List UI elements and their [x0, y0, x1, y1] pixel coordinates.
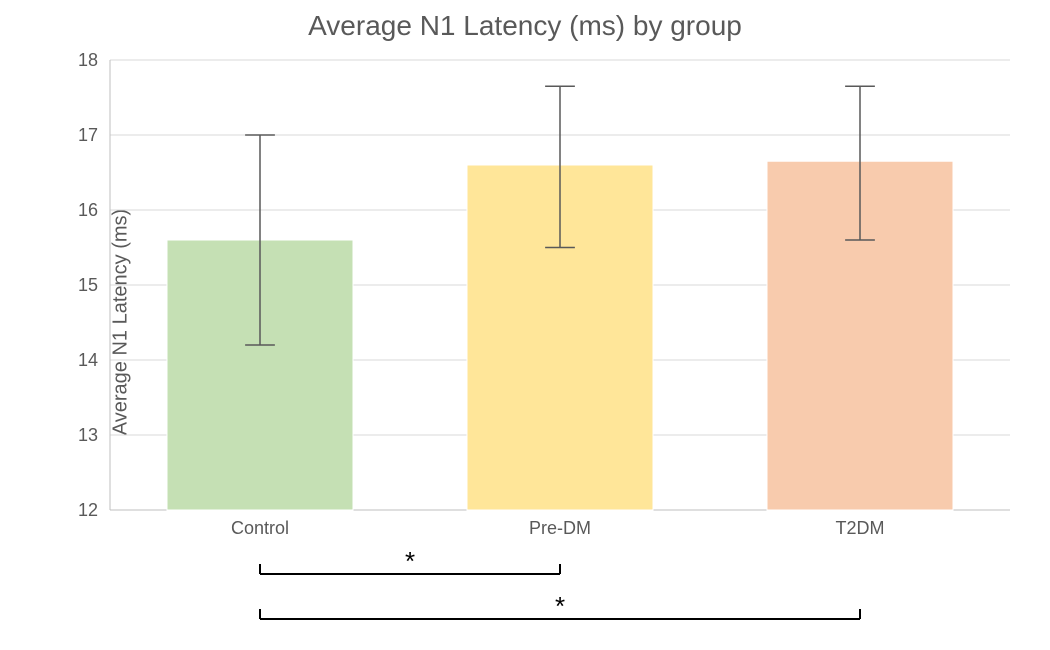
significance-star: *	[405, 546, 415, 576]
x-tick-label: Pre-DM	[529, 518, 591, 538]
x-tick-label: T2DM	[836, 518, 885, 538]
x-tick-label: Control	[231, 518, 289, 538]
y-tick-label: 16	[78, 200, 98, 220]
y-tick-label: 17	[78, 125, 98, 145]
y-tick-label: 13	[78, 425, 98, 445]
chart-container: Average N1 Latency (ms) by group Average…	[0, 0, 1050, 643]
y-tick-label: 12	[78, 500, 98, 520]
significance-bracket: *	[260, 591, 860, 621]
y-tick-label: 14	[78, 350, 98, 370]
significance-bracket: *	[260, 546, 560, 576]
y-tick-label: 18	[78, 50, 98, 70]
plot-area: 12131415161718ControlPre-DMT2DM**	[110, 60, 1010, 510]
significance-star: *	[555, 591, 565, 621]
y-tick-label: 15	[78, 275, 98, 295]
chart-title: Average N1 Latency (ms) by group	[0, 10, 1050, 42]
